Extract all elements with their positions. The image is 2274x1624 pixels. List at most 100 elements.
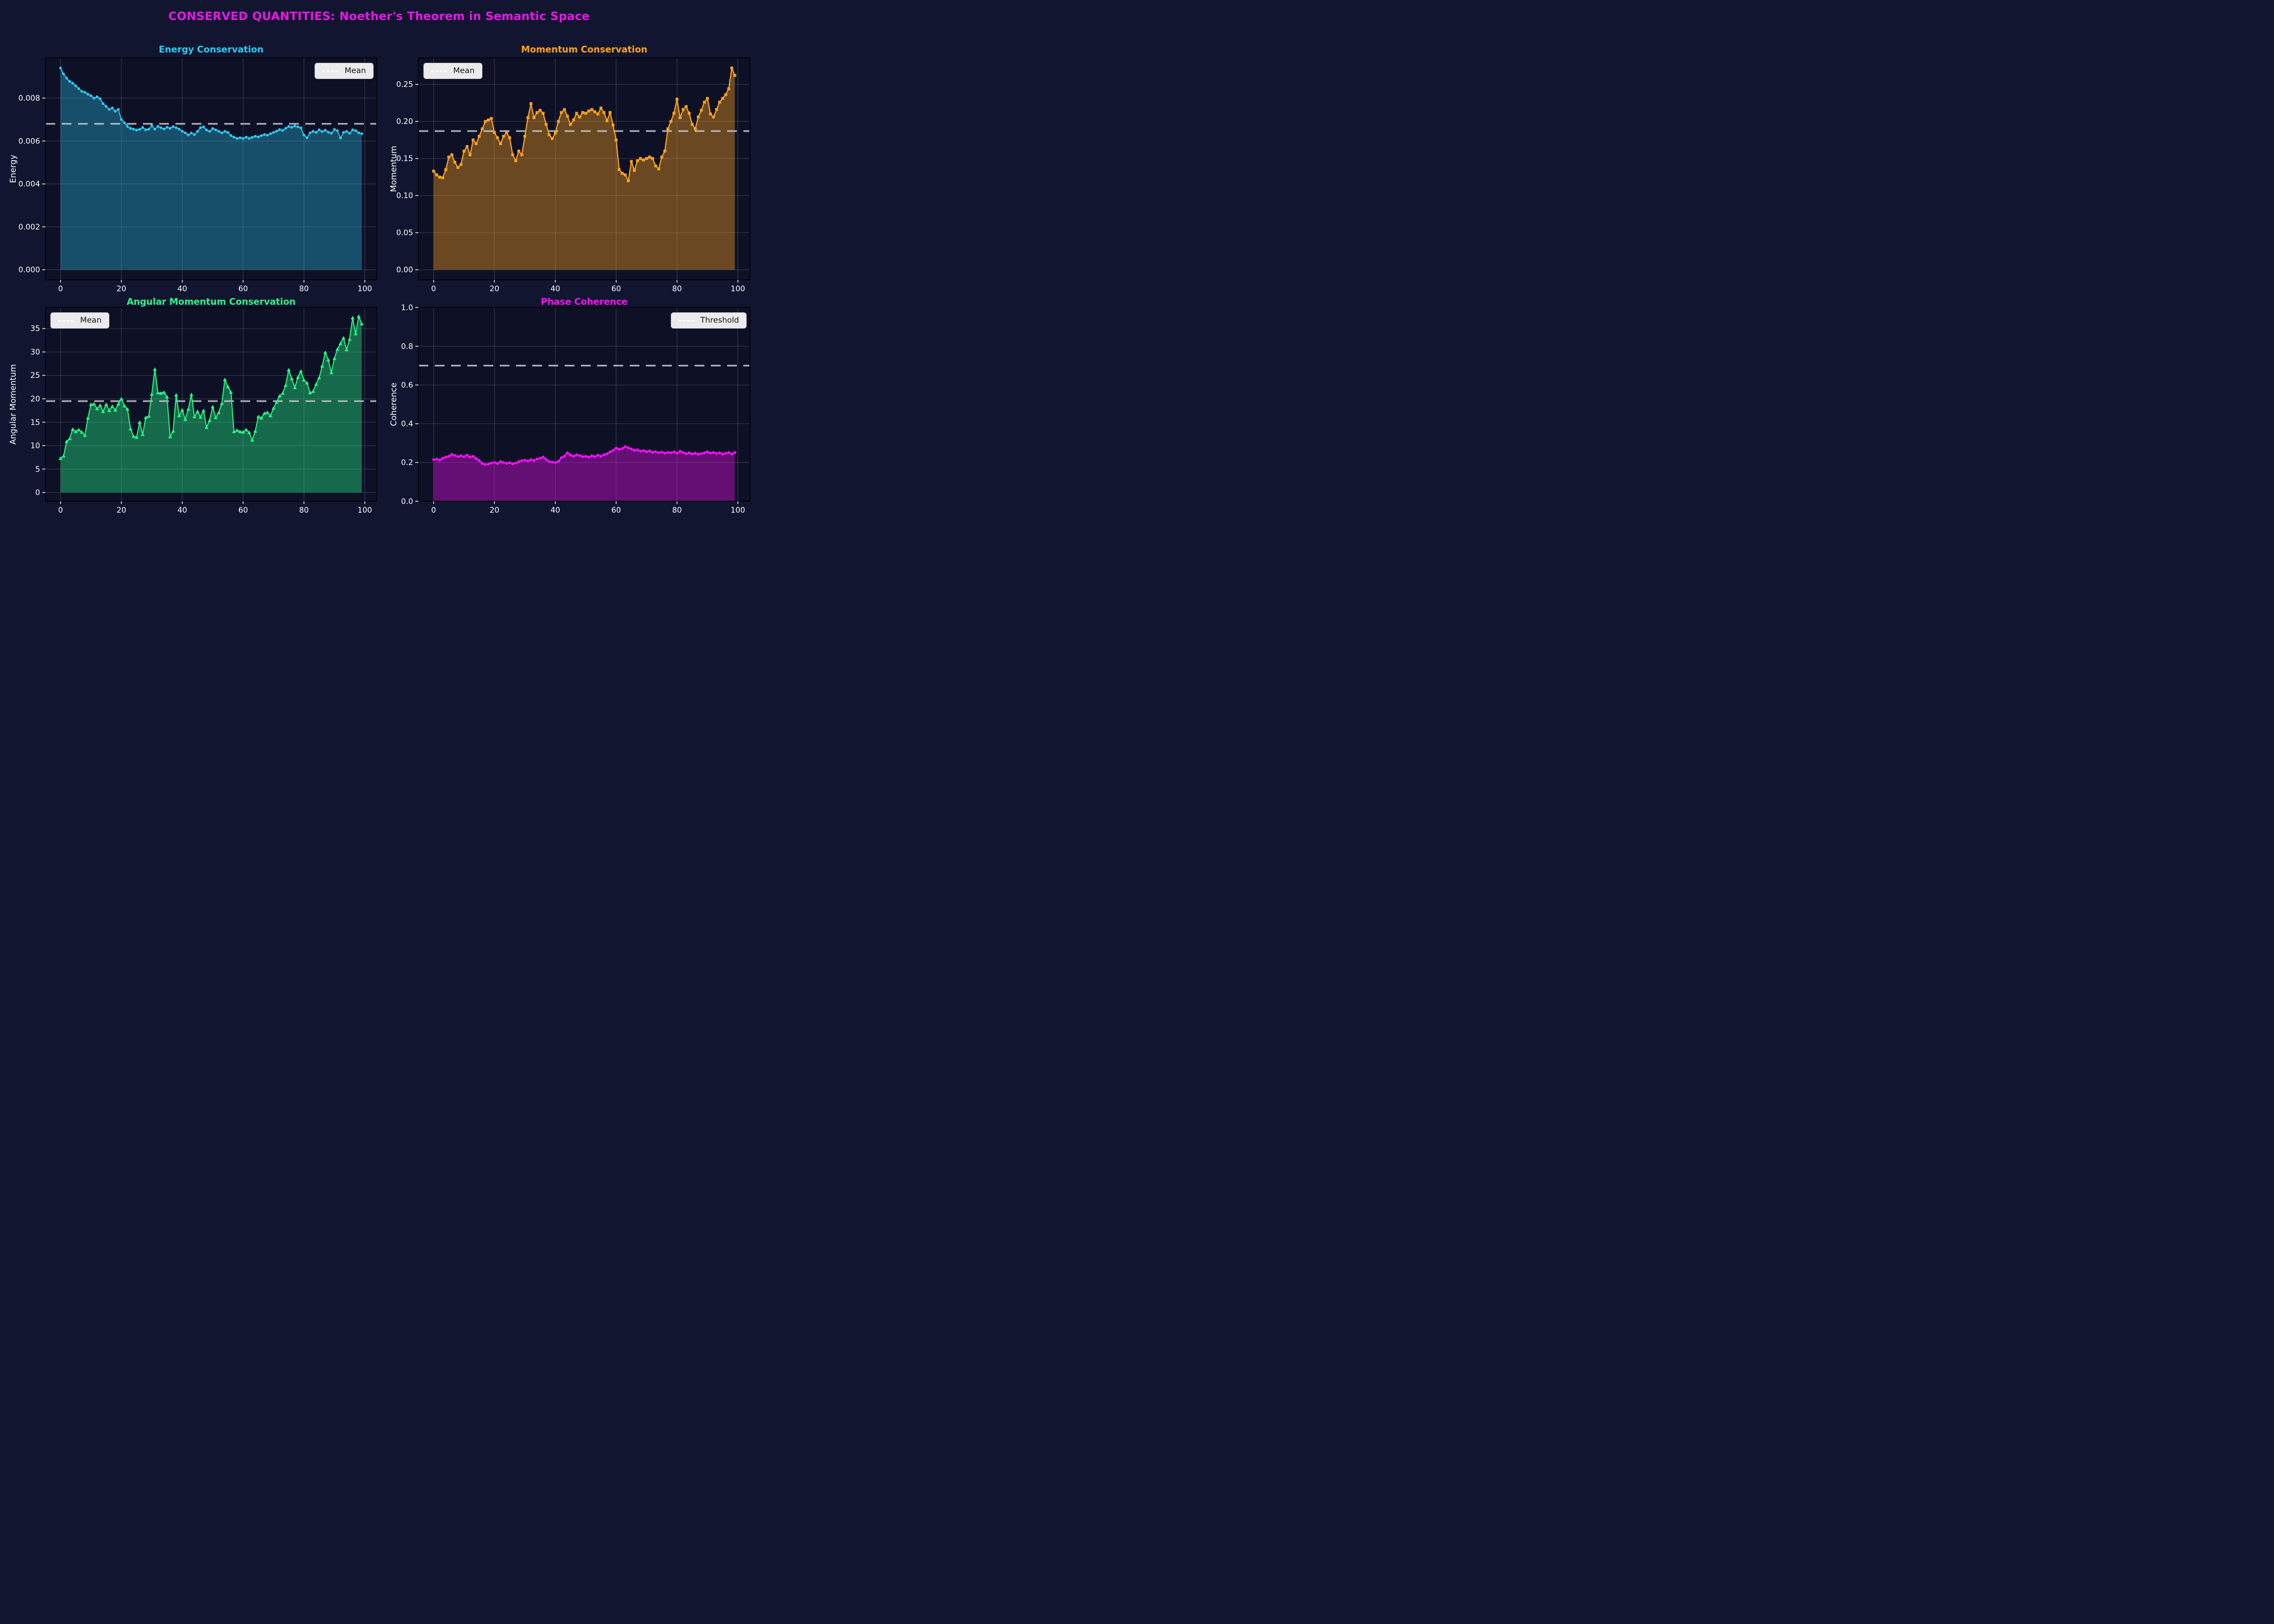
marker-square	[603, 111, 605, 114]
marker-square	[496, 136, 499, 139]
phase-coherence-chart: 0204060801000.00.20.40.60.81.0	[419, 307, 750, 501]
legend-label-phase-coherence: Threshold	[701, 316, 739, 325]
marker-circle	[145, 128, 147, 131]
marker-circle	[90, 94, 93, 97]
marker-circle	[199, 126, 202, 129]
marker-circle	[71, 82, 74, 84]
marker-square	[606, 119, 609, 122]
y-tick-label: 0.15	[396, 155, 413, 163]
y-tick-label: 0.25	[396, 81, 413, 89]
marker-square	[633, 169, 636, 172]
marker-square	[645, 157, 648, 160]
panel-angular-momentum-conservation: Angular Momentum Conservation Angular Mo…	[0, 290, 379, 541]
marker-square	[441, 176, 444, 179]
panel-energy-conservation: Energy Conservation Energy 0204060801000…	[0, 0, 379, 291]
marker-circle	[312, 130, 315, 133]
y-tick-label: 30	[30, 348, 40, 357]
marker-circle	[172, 125, 174, 128]
marker-square	[551, 137, 553, 140]
marker-circle	[315, 131, 317, 134]
x-tick-label: 40	[551, 506, 560, 515]
y-tick-label: 0.8	[401, 342, 413, 351]
marker-square	[627, 179, 630, 182]
marker-circle	[184, 132, 187, 134]
marker-circle	[81, 90, 83, 93]
marker-square	[563, 108, 566, 111]
marker-square	[581, 111, 584, 114]
x-tick-label: 40	[178, 506, 187, 515]
marker-square	[697, 115, 700, 118]
marker-circle	[351, 128, 354, 131]
marker-square	[518, 149, 520, 152]
marker-circle	[87, 93, 89, 96]
marker-circle	[245, 136, 247, 139]
marker-circle	[160, 126, 162, 129]
x-tick-label: 20	[116, 506, 126, 515]
x-tick-label: 20	[489, 506, 499, 515]
marker-square	[651, 157, 654, 160]
marker-square	[466, 145, 468, 148]
x-tick-label: 60	[611, 506, 621, 515]
marker-square	[548, 133, 551, 136]
marker-square	[715, 108, 718, 111]
marker-square	[481, 127, 483, 130]
x-tick-label: 80	[672, 506, 682, 515]
marker-square	[730, 67, 733, 69]
marker-circle	[99, 97, 101, 100]
marker-circle	[327, 131, 330, 134]
marker-circle	[336, 129, 339, 132]
marker-circle	[297, 126, 299, 128]
marker-square	[499, 142, 502, 145]
legend-label-angular-momentum: Mean	[80, 316, 102, 325]
marker-square	[435, 173, 438, 176]
marker-circle	[354, 129, 357, 132]
marker-square	[475, 142, 478, 145]
marker-circle	[306, 136, 309, 139]
marker-circle	[357, 132, 360, 134]
marker-circle	[132, 128, 135, 130]
marker-circle	[147, 128, 150, 130]
marker-square	[691, 123, 694, 126]
marker-square	[621, 172, 624, 175]
marker-square	[462, 149, 465, 152]
marker-square	[587, 109, 590, 112]
marker-square	[654, 165, 657, 167]
marker-square	[490, 117, 493, 120]
dashed-mean-line-icon	[431, 70, 447, 72]
y-tick-label: 0	[35, 489, 40, 497]
marker-square	[557, 120, 560, 123]
marker-circle	[178, 128, 180, 130]
marker-circle	[74, 84, 77, 87]
marker-circle	[309, 132, 311, 134]
marker-circle	[248, 137, 251, 140]
marker-circle	[120, 118, 123, 121]
marker-circle	[218, 130, 220, 133]
marker-square	[487, 119, 489, 121]
marker-square	[545, 123, 547, 126]
marker-circle	[278, 128, 281, 131]
marker-circle	[190, 132, 193, 134]
dashed-threshold-line-icon	[678, 320, 695, 322]
marker-circle	[117, 108, 120, 111]
marker-square	[599, 107, 602, 109]
marker-circle	[193, 133, 196, 136]
marker-circle	[108, 108, 110, 111]
y-tick-label: 1.0	[401, 304, 413, 312]
marker-circle	[324, 129, 326, 132]
marker-square	[615, 139, 617, 141]
marker-circle	[126, 125, 129, 128]
marker-circle	[220, 132, 223, 134]
angular-momentum-plot-area: 02040608010005101520253035 Mean	[45, 307, 377, 501]
y-tick-label: 0.6	[401, 381, 413, 390]
panel-momentum-conservation: Momentum Conservation Momentum 020406080…	[379, 0, 758, 291]
marker-square	[709, 113, 712, 115]
marker-square	[685, 105, 688, 108]
marker-circle	[230, 134, 232, 137]
chart-title-angular-momentum: Angular Momentum Conservation	[45, 297, 377, 307]
marker-square	[721, 97, 724, 100]
marker-circle	[59, 67, 62, 69]
marker-square	[727, 87, 730, 90]
energy-chart: 0204060801000.0000.0020.0040.0060.008	[45, 58, 377, 280]
marker-circle	[254, 135, 257, 137]
marker-circle	[123, 121, 126, 124]
